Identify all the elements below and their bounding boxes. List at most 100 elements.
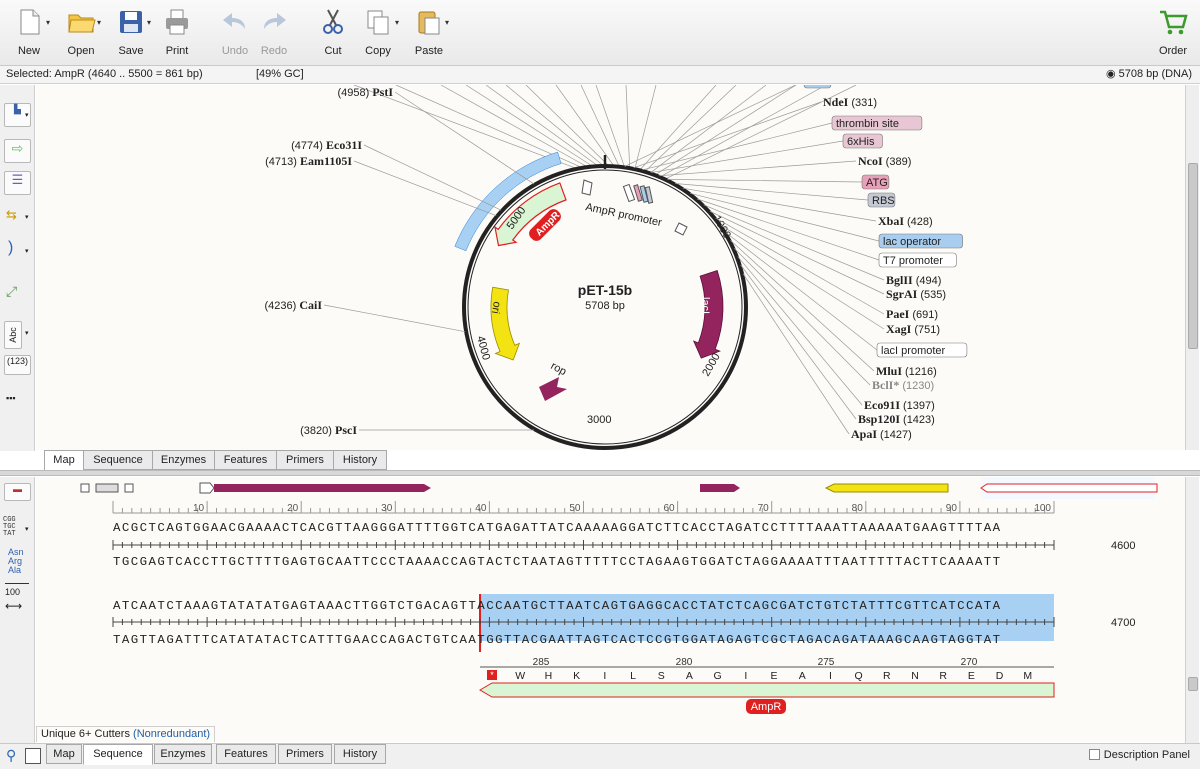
map-scrollbar-thumb[interactable] <box>1188 163 1198 349</box>
site-label-eco91i[interactable]: Eco91I (1397) <box>864 398 935 412</box>
redo-button[interactable]: Redo <box>249 4 299 62</box>
open-button[interactable]: Open <box>56 4 106 62</box>
sequence-length[interactable]: ◉ 5708 bp (DNA) <box>1106 66 1192 83</box>
translation-icon[interactable]: Asn Arg Ala <box>8 548 24 575</box>
pane-splitter[interactable] <box>0 470 1200 476</box>
site-label-mlui[interactable]: MluI (1216) <box>876 364 937 378</box>
site-label-bglii[interactable]: BglII (494) <box>886 273 941 287</box>
site-label-sgrai[interactable]: SgrAI (535) <box>886 287 946 301</box>
sequence-scrollbar-thumb[interactable] <box>1188 677 1198 691</box>
bottom-tab-primers[interactable]: Primers <box>278 744 332 764</box>
sequence-line-2-bottom[interactable]: TAGTTAGATTTCATATATACTCATTTGAACCAGACTGTCA… <box>113 633 1002 647</box>
ruler-icon[interactable]: 100 <box>5 583 29 597</box>
feature-tag-mcs[interactable] <box>803 85 832 89</box>
paste-button[interactable]: Paste <box>404 4 454 62</box>
site-label-eam1105i[interactable]: (4713) Eam1105I <box>265 154 352 168</box>
bottom-tab-history[interactable]: History <box>334 744 386 764</box>
sequence-line-1-bottom[interactable]: TGCGAGTCACCTTGCTTTTGAGTGCAATTCCCTAAAACCA… <box>113 555 1002 569</box>
save-button[interactable]: Save <box>106 4 156 62</box>
ampr-feature-arrow[interactable] <box>494 182 567 247</box>
sequence-line-2-top[interactable]: ATCAATCTAAAGTATATATGAGTAAACTTGGTCTGACAGT… <box>113 599 1002 613</box>
feature-tag-laci-promoter[interactable] <box>876 342 968 358</box>
ampr-promoter-label[interactable]: AmpR promoter <box>584 201 663 229</box>
site-label-caii[interactable]: (4236) CaiI <box>264 298 322 312</box>
feature-tag-thrombin-site[interactable] <box>831 115 923 131</box>
paste-dropdown-icon[interactable]: ▾ <box>445 18 450 27</box>
sequence-line-1-top[interactable]: ACGCTCAGTGGAACGAAAACTCACGTTAAGGGATTTTGGT… <box>113 521 1002 535</box>
label-mode-button[interactable]: Abc <box>4 321 22 349</box>
sequence-map-toggle[interactable]: ▬ <box>4 483 31 501</box>
laci-feature-arrow[interactable] <box>692 270 724 359</box>
orf-dropdown-icon[interactable]: ▾ <box>25 214 29 221</box>
tab-enzymes[interactable]: Enzymes <box>152 450 215 470</box>
mcs-feature-boxes[interactable] <box>622 183 654 204</box>
tab-history[interactable]: History <box>333 450 387 470</box>
label-dropdown-icon[interactable]: ▾ <box>25 330 29 337</box>
dna-strands-icon[interactable]: CGG TGC TAT <box>3 516 16 538</box>
copy-dropdown-icon[interactable]: ▾ <box>395 18 400 27</box>
primer-icon[interactable]: ⤢ <box>6 283 18 299</box>
ampr-sequence-feature[interactable] <box>479 682 1055 698</box>
open-dropdown-icon[interactable]: ▾ <box>97 18 102 27</box>
tab-map[interactable]: Map <box>44 450 84 471</box>
arc-icon[interactable]: ) <box>8 239 14 256</box>
new-button[interactable]: New <box>4 4 54 62</box>
tab-primers[interactable]: Primers <box>276 450 334 470</box>
arc-dropdown-icon[interactable]: ▾ <box>25 248 29 255</box>
numbers-button[interactable]: (123) <box>4 355 31 375</box>
ampr-feature-tag[interactable] <box>527 207 564 244</box>
site-label-bcli[interactable]: BclI* (1230) <box>872 378 934 392</box>
site-label-xagi[interactable]: XagI (751) <box>886 322 940 336</box>
site-label-psti[interactable]: (4958) PstI <box>337 85 393 99</box>
bottom-tab-enzymes[interactable]: Enzymes <box>154 744 212 764</box>
tab-sequence[interactable]: Sequence <box>83 450 153 470</box>
ori-feature-arrow[interactable] <box>490 286 521 361</box>
orf-icon[interactable]: ⇆ <box>6 207 17 222</box>
map-vertical-scrollbar[interactable] <box>1185 85 1199 450</box>
site-label-ndei[interactable]: NdeI (331) <box>823 95 877 109</box>
ampr-sequence-tag[interactable] <box>746 699 786 714</box>
new-dropdown-icon[interactable]: ▾ <box>46 18 51 27</box>
double-arrow-icon[interactable]: ⟷ <box>5 599 23 613</box>
show-features-button[interactable]: ⇨ <box>4 139 31 163</box>
site-label-psci[interactable]: (3820) PscI <box>300 423 357 437</box>
line-style-icon[interactable]: ▪▪▪ <box>6 393 16 403</box>
site-label-apai[interactable]: ApaI (1427) <box>851 427 912 441</box>
plasmid-map-view[interactable]: 1000 2000 3000 4000 5000 AmpR promoter A… <box>36 85 1185 450</box>
save-dropdown-icon[interactable]: ▾ <box>147 18 152 27</box>
cutters-filter[interactable]: Unique 6+ Cutters (Nonredundant) <box>36 726 216 742</box>
cutters-mode[interactable]: (Nonredundant) <box>133 728 211 740</box>
feature-tag-6xhis[interactable] <box>842 133 883 149</box>
cut-button[interactable]: Cut <box>308 4 358 62</box>
overview-checkbox[interactable] <box>80 483 90 493</box>
feature-tag-atg[interactable] <box>861 174 890 190</box>
bottom-tab-features[interactable]: Features <box>216 744 276 764</box>
site-label-paei[interactable]: PaeI (691) <box>886 307 938 321</box>
site-label-xbai[interactable]: XbaI (428) <box>878 214 933 228</box>
show-enzymes-button[interactable]: ☰ <box>4 171 31 195</box>
bottom-tab-sequence[interactable]: Sequence <box>83 744 153 765</box>
lacI-promoter-box[interactable] <box>674 222 688 236</box>
site-label-eco31i[interactable]: (4774) Eco31I <box>291 138 362 152</box>
tab-features[interactable]: Features <box>214 450 277 470</box>
site-label-bsp120i[interactable]: Bsp120I (1423) <box>858 412 935 426</box>
panel-toggle-icon[interactable] <box>25 748 41 764</box>
description-panel-toggle[interactable]: Description Panel <box>1088 749 1190 761</box>
undo-button[interactable]: Undo <box>210 4 260 62</box>
sequence-view[interactable]: 10 20 30 40 50 60 70 80 90 100 * W H K I L S A G I E A I Q R N R E… <box>36 477 1185 742</box>
bottom-tab-map[interactable]: Map <box>46 744 82 764</box>
view-dropdown-icon[interactable]: ▾ <box>25 112 29 119</box>
strands-dropdown-icon[interactable]: ▾ <box>25 526 29 533</box>
copy-button[interactable]: Copy <box>353 4 403 62</box>
ampr-promoter-box[interactable] <box>581 179 593 196</box>
feature-tag-lac-operator[interactable] <box>878 233 963 249</box>
order-button[interactable]: Order <box>1148 4 1198 62</box>
description-panel-checkbox[interactable] <box>1088 749 1100 760</box>
search-icon[interactable]: ⚲ <box>6 747 17 763</box>
sequence-vertical-scrollbar[interactable] <box>1185 477 1199 743</box>
feature-tag-rbs[interactable] <box>867 192 896 208</box>
linear-view-button[interactable]: ▙ <box>4 103 31 127</box>
print-button[interactable]: Print <box>152 4 202 62</box>
feature-tag-t7-promoter[interactable] <box>878 252 957 268</box>
site-label-ncoi[interactable]: NcoI (389) <box>858 154 911 168</box>
